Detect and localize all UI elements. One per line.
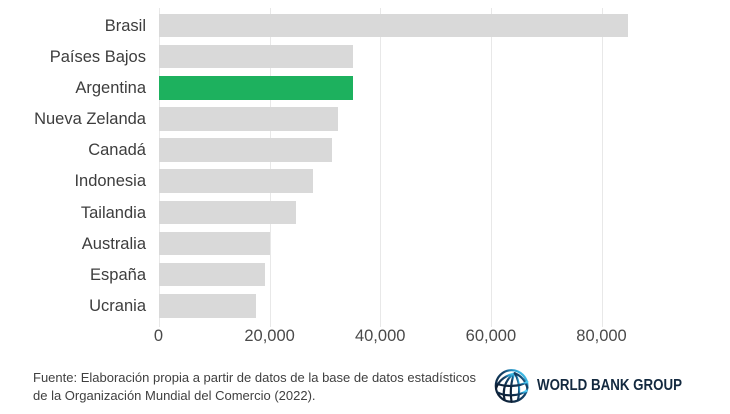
svg-text:WORLD BANK GROUP: WORLD BANK GROUP — [537, 377, 682, 394]
